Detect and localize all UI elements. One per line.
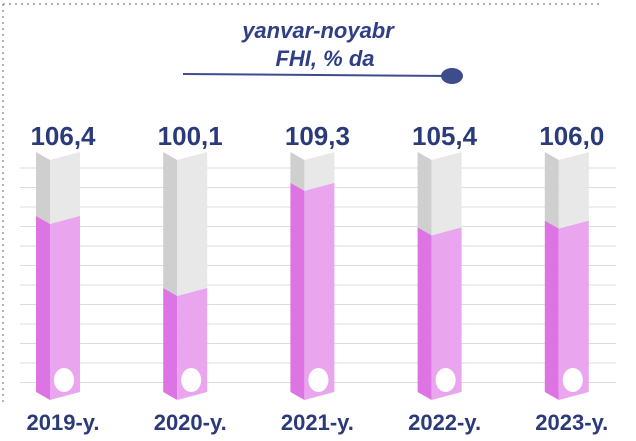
chart-title: yanvar-noyabr [241, 18, 395, 43]
bar-side [290, 182, 305, 400]
bar-side-empty [290, 152, 305, 191]
bar-side [417, 227, 432, 400]
bar-front [304, 182, 335, 400]
bar-front [558, 220, 589, 400]
bar-bulb [562, 368, 583, 392]
legend-dot [441, 68, 463, 84]
bar-front [50, 216, 80, 400]
bar-front-empty [431, 152, 462, 236]
bar-front-empty [177, 152, 208, 296]
x-tick-label: 2020-y. [154, 410, 227, 435]
bar-group [417, 152, 462, 400]
legend-line [182, 73, 453, 77]
bar-front-empty [50, 152, 80, 224]
bar-front [431, 227, 462, 400]
bar-bulb [308, 368, 329, 392]
bar-bulb [54, 368, 74, 392]
bar-bulb [435, 368, 456, 392]
bar-side [544, 220, 559, 400]
x-tick-label: 2019-y. [27, 410, 100, 435]
bar-group [290, 152, 335, 400]
bar-bulb [181, 368, 202, 392]
bar-side-empty [36, 152, 50, 224]
bar-side [36, 216, 50, 400]
value-label: 106,4 [30, 121, 96, 151]
bar-front-empty [304, 152, 335, 191]
bar-side [163, 288, 178, 400]
value-label: 105,4 [412, 121, 478, 151]
bar-front-empty [558, 152, 589, 229]
bar-side-empty [163, 152, 178, 296]
chart-subtitle: FHI, % da [275, 46, 374, 71]
bar-group [544, 152, 589, 400]
x-tick-label: 2022-y. [408, 410, 481, 435]
bar-group [36, 152, 80, 400]
bar-side-empty [544, 152, 559, 229]
bar-group [163, 152, 208, 400]
bar-side-empty [417, 152, 432, 236]
x-tick-label: 2023-y. [535, 410, 608, 435]
value-label: 100,1 [158, 121, 223, 151]
value-label: 106,0 [539, 121, 604, 151]
x-tick-label: 2021-y. [281, 410, 354, 435]
value-label: 109,3 [285, 121, 350, 151]
